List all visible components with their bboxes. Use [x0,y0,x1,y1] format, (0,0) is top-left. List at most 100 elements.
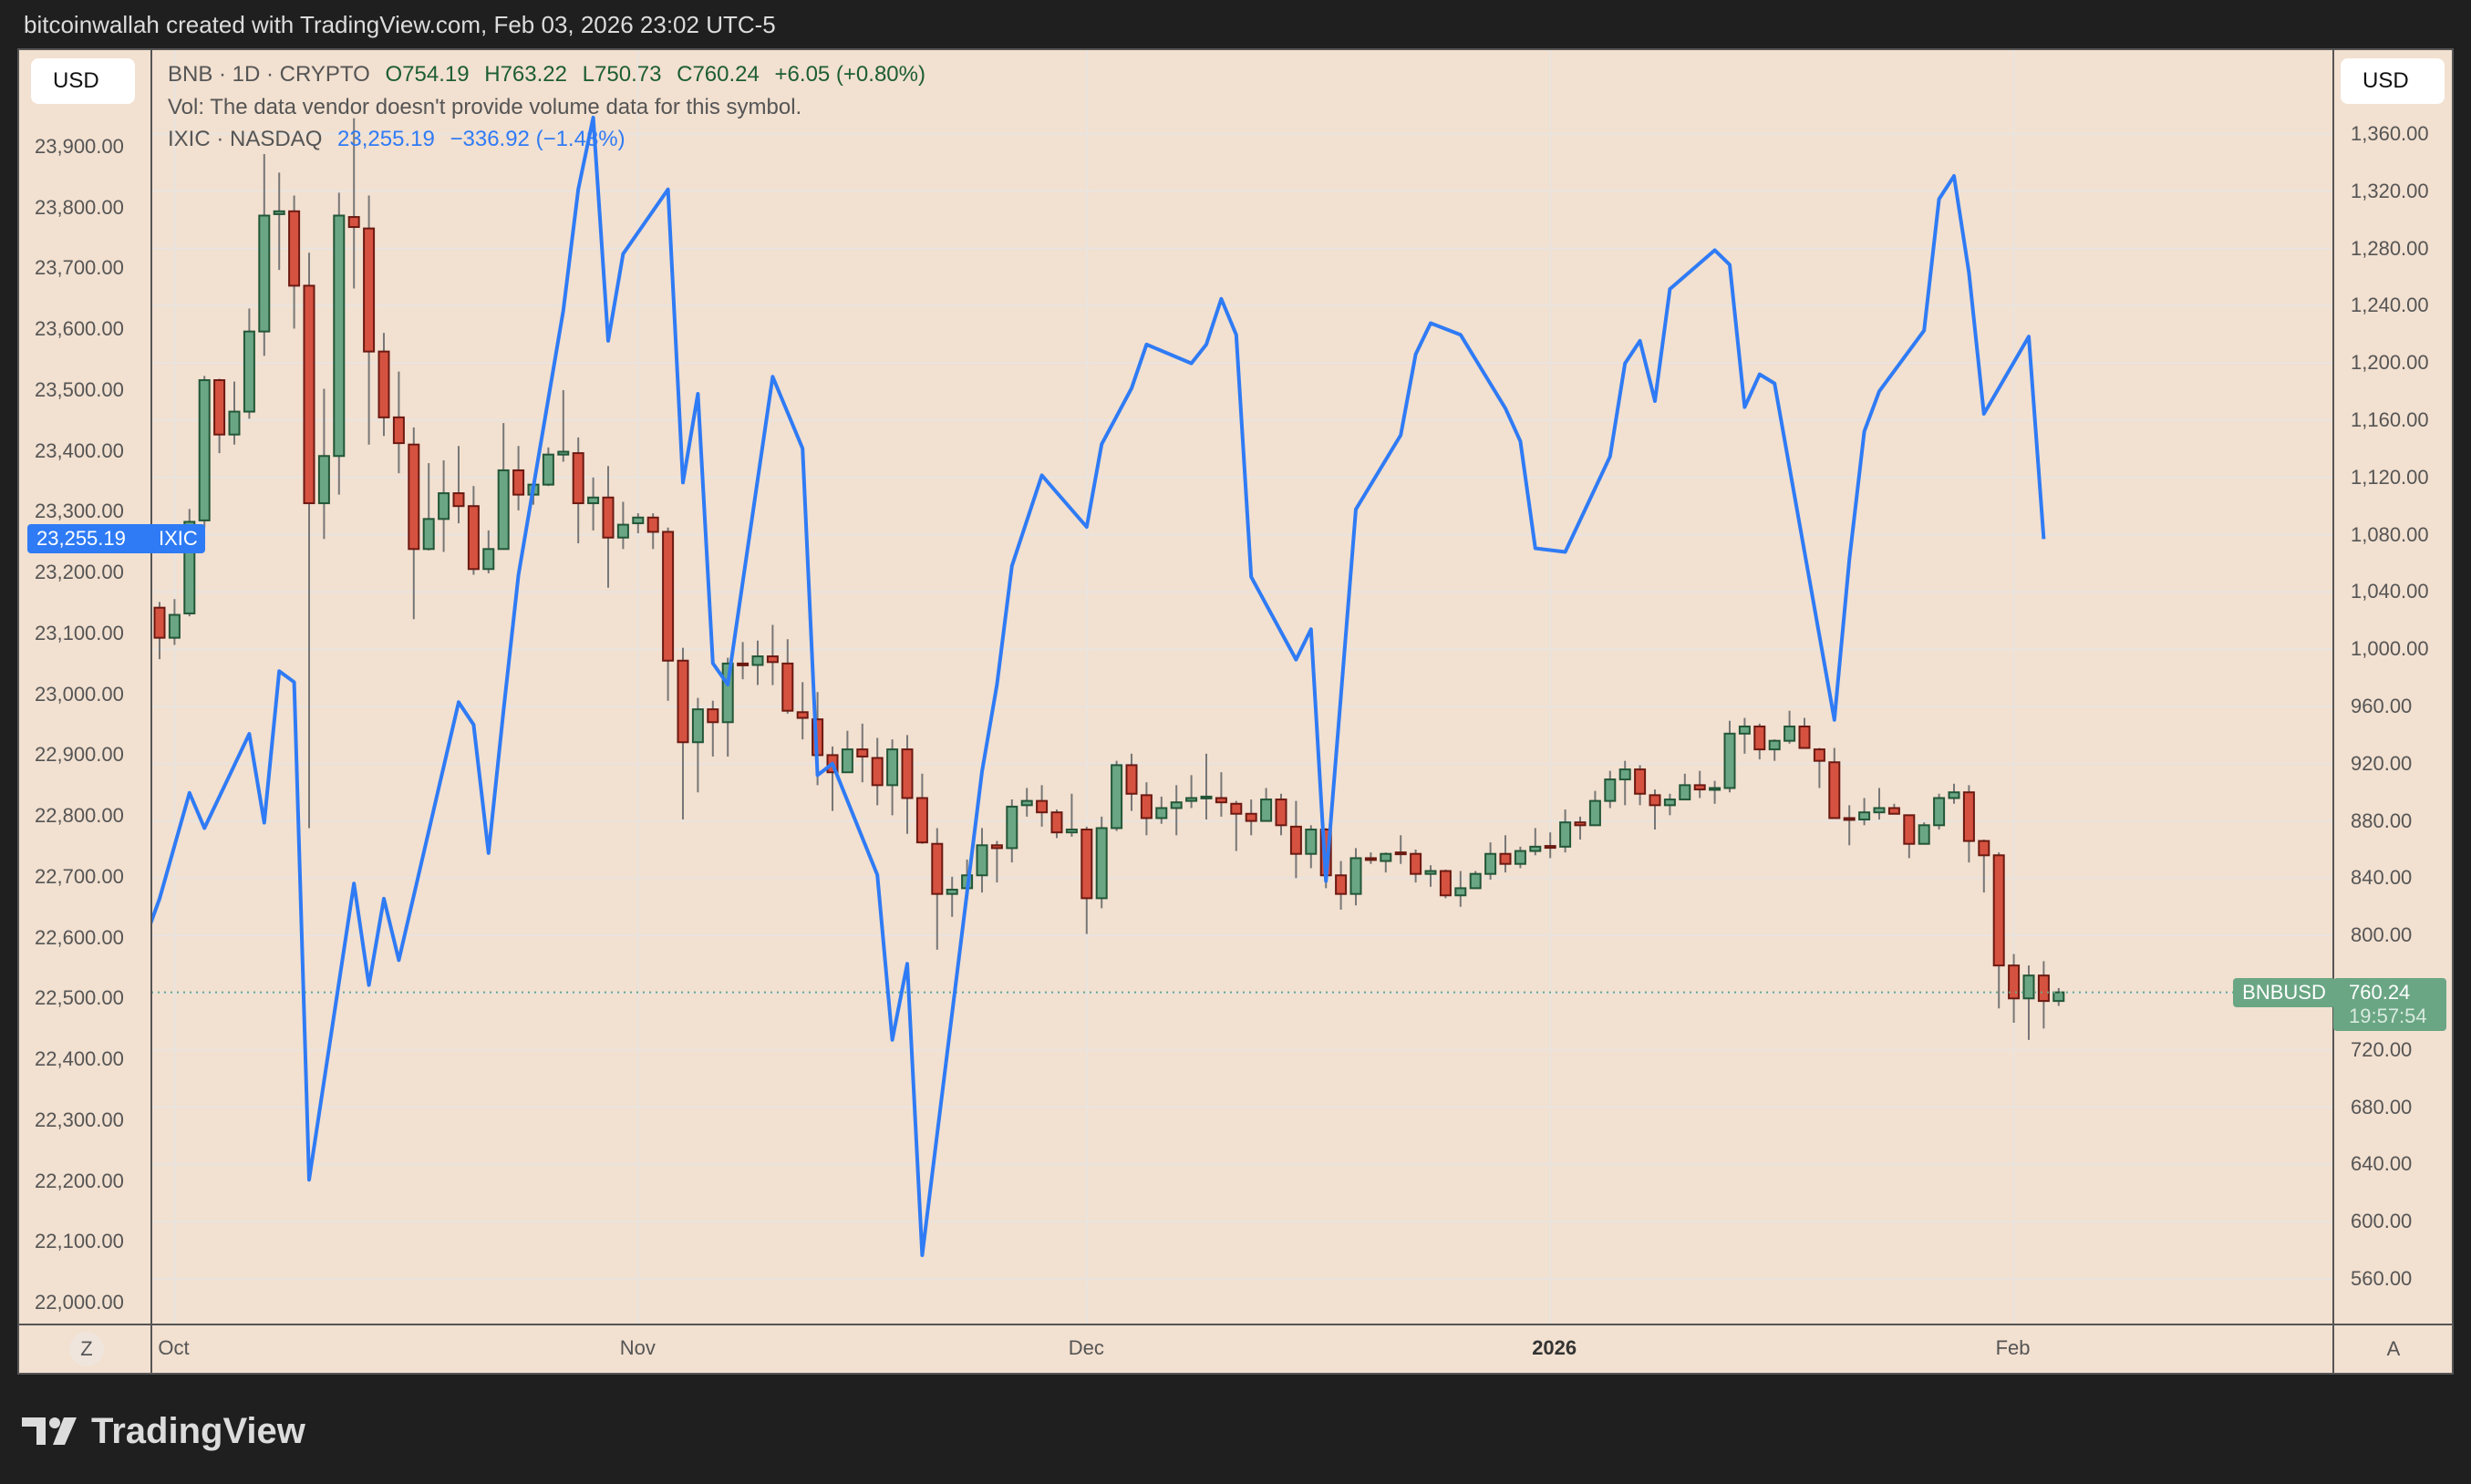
candle [1439,869,1452,899]
candle [751,640,764,685]
candle-body-up [976,844,988,877]
candle-body-down [796,711,809,719]
candle-body-down [646,516,659,533]
bnb-last-price: 760.24 [2349,980,2411,1004]
ixic-line-series [152,115,2046,1258]
candle-body-down [1289,825,1302,855]
candle [1887,803,1900,815]
candle [1036,785,1049,827]
candle [1140,782,1153,836]
candle-body-down [677,659,689,744]
candle-body-down [1649,794,1661,807]
candle-body-up [1155,807,1168,819]
candle-body-up [616,523,629,539]
candle [796,682,809,740]
candle [2037,961,2050,1029]
candle-body-down [662,531,675,662]
legend-compare-symbol[interactable]: IXIC · NASDAQ [168,127,323,151]
candle-body-down [1050,811,1063,834]
candle-body-up [1918,824,1930,845]
candle [1873,788,1886,820]
candle [1559,809,1572,853]
candle-body-up [1604,778,1617,802]
candle [1634,765,1647,806]
legend-symbol[interactable]: BNB · 1D · CRYPTO [168,62,370,87]
candle-body-down [1080,829,1093,900]
candle [198,376,211,528]
candle-body-up [1111,764,1123,830]
candle [153,602,166,660]
candle [288,195,301,329]
candle [303,252,315,829]
candle-body-down [1499,852,1512,865]
left-axis-tick-label: 23,800.00 [35,195,124,219]
candle-body-down [1887,807,1900,815]
legend-compare-value: 23,255.19 [337,127,435,151]
left-scale-currency-button[interactable]: USD [31,58,135,104]
left-axis-tick-label: 22,000.00 [35,1291,124,1314]
candle-body-down [363,227,376,353]
candle-body-up [1873,807,1886,814]
candle-body-down [1753,725,1766,751]
right-axis-tick-label: 1,160.00 [2351,408,2429,431]
candle [2022,965,2035,1040]
candle [557,390,570,462]
auto-scale-button[interactable]: A [2386,1337,2401,1360]
tradingview-logo[interactable]: TradingView [22,1411,305,1452]
candle [632,513,645,534]
candle-body-up [1738,725,1751,735]
left-axis-tick-label: 23,900.00 [35,135,124,158]
candle-body-up [587,496,600,505]
candle [781,639,794,714]
attribution-text: bitcoinwallah created with TradingView.c… [24,11,776,38]
candle [1484,842,1497,880]
candle [228,381,241,445]
chart-panel[interactable] [18,49,2453,1374]
candle [1230,800,1243,851]
candle [258,153,271,356]
candle [243,308,255,419]
candle [467,486,480,575]
candle [1738,717,1751,754]
candle-body-up [422,518,435,551]
right-scale-currency-button[interactable]: USD [2341,58,2445,104]
candle-body-up [1768,739,1781,751]
candle [1380,852,1392,873]
candle-body-down [213,379,226,436]
right-axis-tick-label: 1,000.00 [2351,637,2429,661]
candle [1709,780,1721,804]
candle-body-up [1679,784,1691,801]
candle [1335,861,1348,910]
left-axis-tick-label: 22,400.00 [35,1047,124,1071]
candle-body-down [871,757,884,787]
candle [333,192,346,495]
candle [1798,717,1811,749]
candle-body-up [1618,768,1631,781]
candle-body-down [1245,812,1257,822]
candle [273,172,285,271]
candle [1454,871,1467,907]
candle-body-up [1260,799,1273,822]
candle-body-down [781,662,794,712]
candle [856,723,869,783]
candle-body-down [1230,802,1243,815]
candle [1080,826,1093,934]
candle-body-up [1514,850,1526,865]
candle-body-up [497,469,510,551]
time-axis-tick-label: Dec [1068,1336,1104,1359]
candle-body-down [408,443,420,551]
candle-body-down [1978,840,1990,857]
candle [1948,783,1960,804]
tradingview-logo-icon [22,1417,77,1445]
candle-body-up [333,214,346,458]
auto-zoom-button[interactable]: Z [69,1332,104,1366]
candle [1050,809,1063,839]
candle-body-up [1349,857,1362,895]
candle-body-up [1006,805,1018,850]
candle [347,118,360,289]
candle-body-up [1020,799,1033,807]
candle-body-up [1663,799,1676,807]
time-axis-tick-label: Oct [158,1336,190,1359]
candle [886,739,899,816]
